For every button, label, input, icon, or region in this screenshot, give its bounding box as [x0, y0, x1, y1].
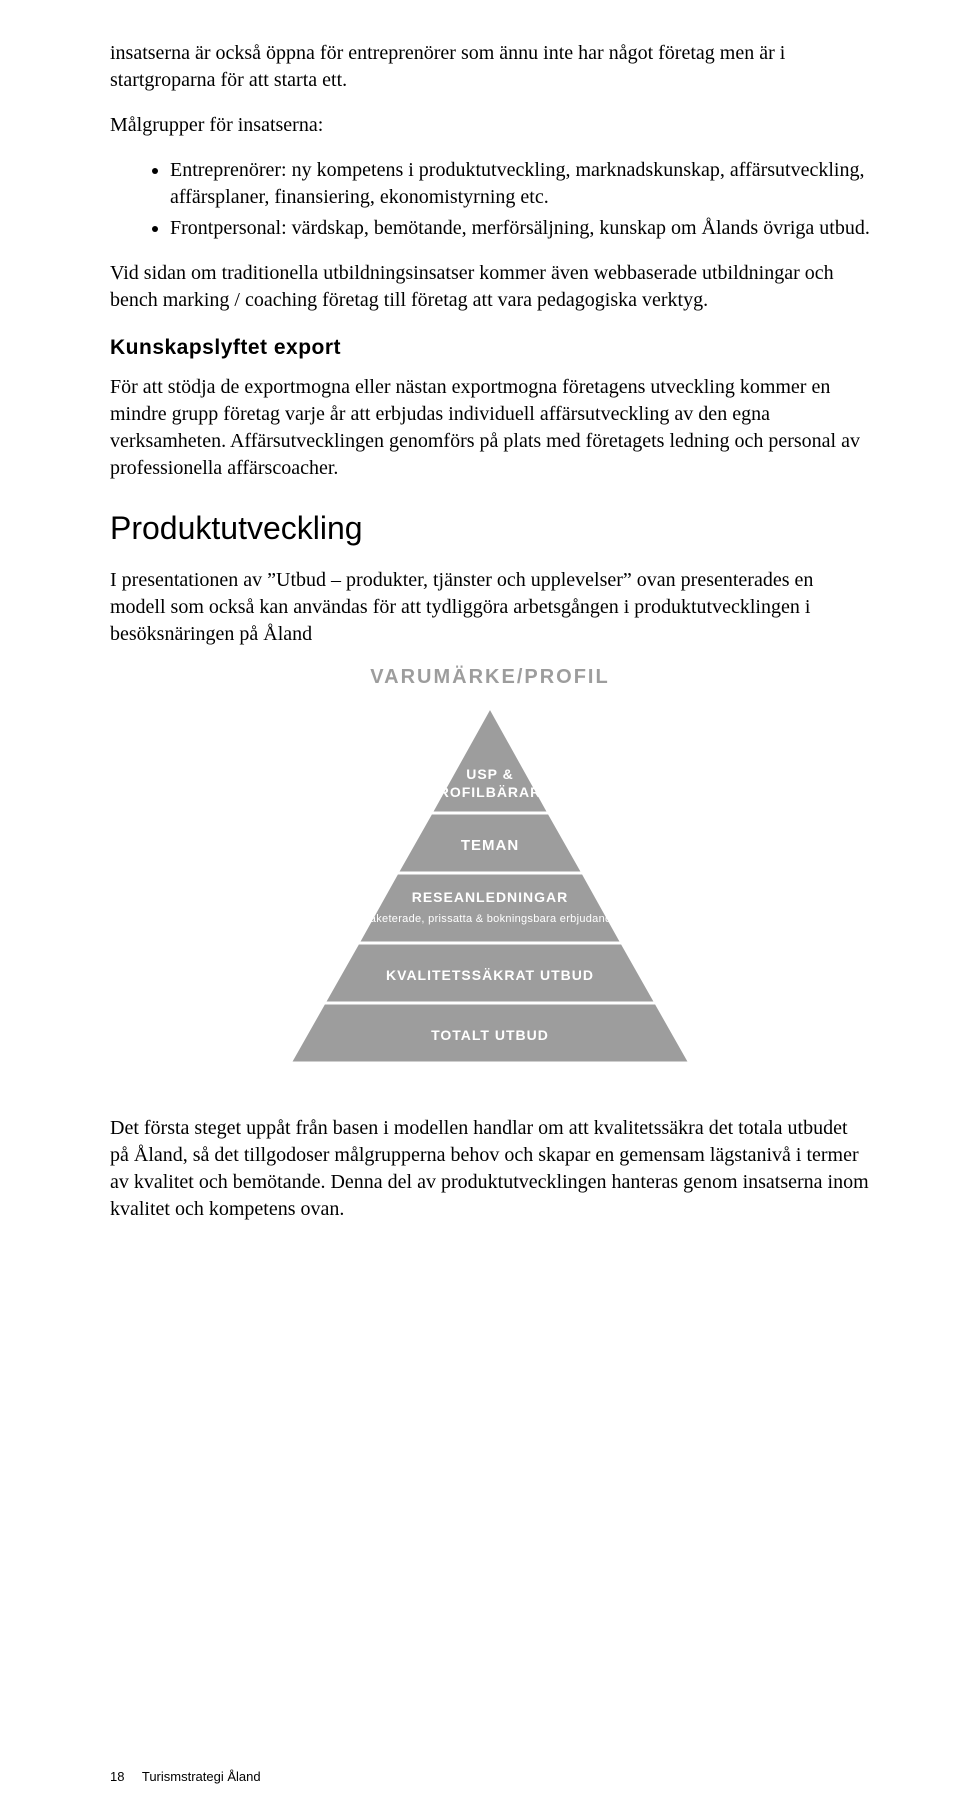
body-paragraph: Det första steget uppåt från basen i mod…	[110, 1115, 870, 1223]
heading-produktutveckling: Produktutveckling	[110, 510, 870, 547]
body-paragraph: För att stödja de exportmogna eller näst…	[110, 374, 870, 482]
list-item: Frontpersonal: värdskap, bemötande, merf…	[170, 215, 870, 242]
page-footer: 18 Turismstrategi Åland	[110, 1769, 261, 1784]
pyramid-label-4: KVALITETSSÄKRAT UTBUD	[386, 967, 594, 983]
pyramid-label-2: TEMAN	[461, 837, 519, 854]
body-paragraph: Målgrupper för insatserna:	[110, 112, 870, 139]
list-item: Entreprenörer: ny kompetens i produktutv…	[170, 157, 870, 211]
pyramid-label-1a: USP &	[466, 766, 514, 782]
pyramid-svg: USP & PROFILBÄRARE TEMAN RESEANLEDNINGAR…	[260, 695, 720, 1085]
subheading-kunskapslyftet: Kunskapslyftet export	[110, 336, 870, 360]
pyramid-label-3: RESEANLEDNINGAR	[412, 889, 569, 905]
pyramid-label-1b: PROFILBÄRARE	[428, 784, 551, 800]
body-paragraph: insatserna är också öppna för entreprenö…	[110, 40, 870, 94]
pyramid-tier-3	[358, 873, 622, 943]
pyramid-title: VARUMÄRKE/PROFIL	[110, 666, 870, 689]
body-paragraph: I presentationen av ”Utbud – produkter, …	[110, 567, 870, 648]
document-page: insatserna är också öppna för entreprenö…	[0, 0, 960, 1818]
pyramid-label-5: TOTALT UTBUD	[431, 1027, 549, 1043]
body-paragraph: Vid sidan om traditionella utbildningsin…	[110, 260, 870, 314]
page-number: 18	[110, 1769, 124, 1784]
bullet-list: Entreprenörer: ny kompetens i produktutv…	[110, 157, 870, 242]
footer-doc-title: Turismstrategi Åland	[142, 1769, 261, 1784]
pyramid-sublabel-3: Paketerade, prissatta & bokningsbara erb…	[362, 913, 618, 925]
pyramid-diagram: VARUMÄRKE/PROFIL USP & PROFILBÄRARE TEMA…	[110, 666, 870, 1085]
